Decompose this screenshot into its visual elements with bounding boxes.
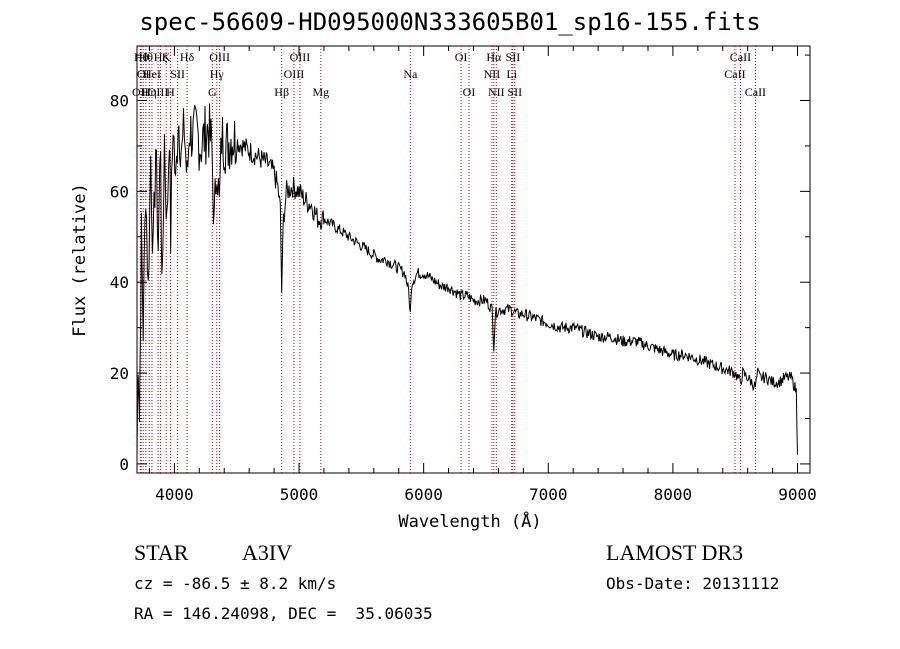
y-tick-label: 0 [119, 455, 129, 474]
emission-line-markers [139, 46, 756, 473]
emission-line-label: OIII [209, 50, 230, 64]
coordinates: RA = 146.24098, DEC = 35.06035 [134, 604, 433, 623]
observation-date: Obs-Date: 20131112 [606, 574, 780, 593]
emission-line-label: CaII [745, 85, 766, 99]
y-tick-label: 40 [110, 273, 129, 292]
y-tick-label: 20 [110, 364, 129, 383]
emission-line-label: Hα [486, 50, 502, 64]
x-axis-ticks: 4000 5000 6000 7000 8000 9000 [148, 46, 817, 504]
object-class: STAR [134, 540, 189, 565]
object-subclass: A3IV [242, 540, 293, 565]
y-tick-label: 80 [110, 92, 129, 111]
x-axis-label: Wavelength (Å) [398, 512, 542, 532]
emission-line-label: Hβ [274, 85, 289, 99]
emission-line-label: CaII [730, 50, 751, 64]
emission-line-label: OIII [290, 50, 311, 64]
emission-line-label: OI [455, 50, 468, 64]
x-tick-label: 6000 [404, 485, 443, 504]
spectrum-plot: OII Hθ OI Hθ Hη HeI OIII HζK H SII Hδ G Hγ OIII Hβ OIII… [110, 45, 817, 504]
x-tick-label: 4000 [155, 485, 194, 504]
y-axis-ticks: 0 20 40 60 80 [110, 54, 810, 474]
emission-line-label: OI [463, 85, 476, 99]
redshift-cz: cz = -86.5 ± 8.2 km/s [134, 574, 337, 593]
emission-line-label: Hγ [210, 67, 225, 81]
emission-line-label: NII [484, 67, 501, 81]
emission-line-label: OIII [284, 67, 305, 81]
emission-line-label: SII [170, 67, 185, 81]
emission-line-label: Mg [312, 85, 329, 99]
emission-line-label: OIII [148, 85, 169, 99]
emission-line-label: SII [506, 50, 521, 64]
emission-line-label: CaII [724, 67, 745, 81]
emission-line-label: K [162, 50, 171, 64]
x-tick-label: 8000 [654, 485, 693, 504]
emission-line-label: SII [507, 85, 522, 99]
emission-line-label: Hη [142, 85, 157, 99]
survey-name: LAMOST DR3 [606, 540, 744, 565]
emission-line-label: Hθ [134, 50, 149, 64]
y-axis-label: Flux (relative) [70, 183, 90, 337]
emission-line-label: Na [403, 67, 418, 81]
y-tick-label: 60 [110, 182, 129, 201]
chart-title: spec-56609-HD095000N333605B01_sp16-155.f… [139, 8, 761, 36]
emission-line-labels: OII Hθ OI Hθ Hη HeI OIII HζK H SII Hδ G Hγ OIII Hβ OIII… [132, 50, 766, 99]
emission-line-label: HeI [143, 67, 161, 81]
emission-line-label: Li [506, 67, 517, 81]
emission-line-label: H [166, 85, 175, 99]
plot-frame [136, 45, 811, 474]
emission-line-label: Hθ [139, 50, 154, 64]
emission-line-label: Hδ [180, 50, 195, 64]
emission-line-label: NII [488, 85, 505, 99]
emission-line-label: OII [132, 85, 149, 99]
x-tick-label: 5000 [280, 485, 319, 504]
spectrum-line [136, 103, 798, 456]
emission-line-label: OI [137, 67, 150, 81]
x-tick-label: 9000 [778, 485, 817, 504]
x-tick-label: 7000 [529, 485, 568, 504]
emission-line-label: Hζ [154, 50, 168, 64]
emission-line-label: G [208, 85, 217, 99]
